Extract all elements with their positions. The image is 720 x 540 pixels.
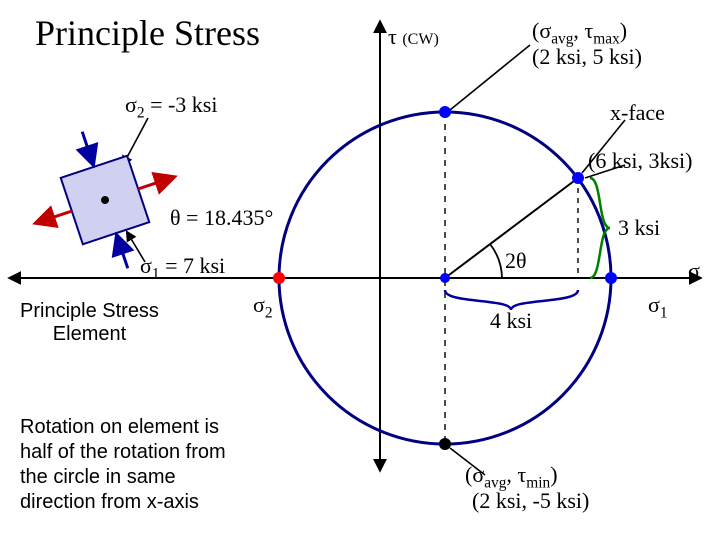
point-center [440, 273, 450, 283]
point-xface [572, 172, 584, 184]
sigma-axis-label: σ [688, 258, 700, 284]
sigma1-mark: σ1 [648, 292, 668, 322]
tau-axis-label: τ (CW) [388, 24, 439, 50]
point-bottom [439, 438, 451, 450]
bracket-4ksi [445, 290, 578, 310]
four-ksi-label: 4 ksi [490, 308, 532, 334]
top-point-values: (2 ksi, 5 ksi) [532, 44, 642, 70]
two-theta-arc [490, 244, 502, 278]
bottom-point-values: (2 ksi, -5 ksi) [472, 488, 589, 514]
three-ksi-label: 3 ksi [618, 215, 660, 241]
sigma2-equation: σ2 = -3 ksi [125, 92, 217, 122]
two-theta-label: 2θ [505, 248, 527, 274]
leader-top [450, 45, 530, 110]
point-top [439, 106, 451, 118]
point-sigma2 [273, 272, 285, 284]
theta-equation: θ = 18.435° [170, 205, 273, 231]
point-sigma1 [605, 272, 617, 284]
tau-symbol: τ [388, 24, 397, 49]
bracket-3ksi [590, 178, 610, 278]
sigma1-equation: σ1 = 7 ksi [140, 253, 225, 283]
page-title: Principle Stress [35, 12, 260, 54]
xface-point-label: (6 ksi, 3ksi) [588, 148, 693, 174]
tau-cw: (CW) [402, 31, 438, 48]
element-label: Principle Stress Element [20, 300, 159, 346]
footer-note: Rotation on element is half of the rotat… [20, 415, 226, 515]
xface-label: x-face [610, 100, 665, 126]
sigma2-mark: σ2 [253, 292, 273, 322]
